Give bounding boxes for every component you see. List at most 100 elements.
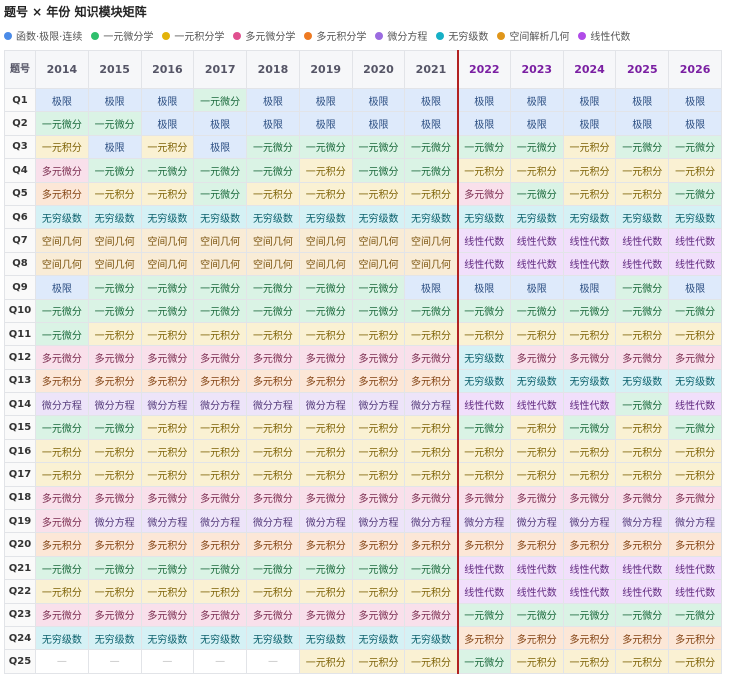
matrix-cell: 一元积分 <box>140 415 195 440</box>
matrix-cell: 微分方程 <box>87 392 142 417</box>
matrix-cell: 一元积分 <box>615 649 670 674</box>
matrix-cell: 极限 <box>404 275 459 300</box>
matrix-cell: 无穷级数 <box>509 204 564 230</box>
matrix-cell: 一元积分 <box>456 438 511 464</box>
matrix-cell: 多元积分 <box>193 368 248 394</box>
matrix-cell: 多元微分 <box>298 345 353 370</box>
matrix-cell: 一元积分 <box>298 649 353 674</box>
year-header: 2014 <box>35 50 89 89</box>
matrix-cell: 无穷级数 <box>35 625 89 651</box>
matrix-cell: 无穷级数 <box>87 204 142 230</box>
matrix-cell: 无穷级数 <box>298 625 353 651</box>
matrix-cell: 一元微分 <box>246 275 300 300</box>
matrix-cell: 一元微分 <box>298 298 353 323</box>
matrix-cell: 一元积分 <box>246 438 300 464</box>
matrix-cell: 一元积分 <box>509 438 564 464</box>
matrix-cell: 一元微分 <box>562 415 617 440</box>
matrix-cell: 一元积分 <box>87 321 142 347</box>
matrix-cell: 一元积分 <box>140 438 195 464</box>
matrix-cell: 一元积分 <box>404 438 459 464</box>
row-label: Q25 <box>4 649 36 674</box>
matrix-cell: 空间几何 <box>193 228 248 253</box>
matrix-cell: 空间几何 <box>298 251 353 277</box>
matrix-cell: 一元微分 <box>351 158 406 183</box>
matrix-cell: 一元积分 <box>404 579 459 604</box>
matrix-cell: 极限 <box>615 111 670 136</box>
matrix-cell: 多元积分 <box>87 532 142 557</box>
matrix-cell: 一元积分 <box>140 579 195 604</box>
matrix-cell: 多元微分 <box>35 345 89 370</box>
row-label: Q8 <box>4 251 36 277</box>
matrix-cell: 一元积分 <box>404 321 459 347</box>
matrix-cell: 一元微分 <box>193 555 248 581</box>
matrix-cell: 极限 <box>193 111 248 136</box>
matrix-cell: 多元微分 <box>404 345 459 370</box>
matrix-cell: 一元积分 <box>351 649 406 674</box>
legend-dot <box>162 31 171 40</box>
year-header: 2021 <box>404 50 459 89</box>
legend-dot <box>91 31 100 40</box>
table-row: Q15 一元微分 一元微分 一元积分 一元积分 一元积分 一元积分 一元积分 一元积分 一元微分一… <box>4 415 722 440</box>
matrix-cell: 一元微分 <box>351 555 406 581</box>
row-label: Q4 <box>4 158 36 183</box>
matrix-cell: 一元微分 <box>35 555 89 581</box>
row-label: Q2 <box>4 111 36 136</box>
matrix-cell: 多元微分 <box>246 345 300 370</box>
row-label: Q17 <box>4 462 36 487</box>
legend-dot <box>436 31 445 40</box>
matrix-cell: 微分方程 <box>298 509 353 534</box>
matrix-cell: 微分方程 <box>404 509 459 534</box>
matrix-cell: 多元积分 <box>298 368 353 394</box>
matrix-cell: 一元积分 <box>668 321 722 347</box>
matrix-cell: 微分方程 <box>615 509 670 534</box>
table-row: Q3 一元积分 极限 一元积分 极限 一元微分 一元微分 一元微分 一元微分 一元微分 一元微分 一元… <box>4 134 722 160</box>
matrix-cell: 一元积分 <box>615 462 670 487</box>
matrix-cell: 一元积分 <box>615 415 670 440</box>
table-row: Q2 一元微分 一元微分 极限 极限 极限 极限 极限 极限 极限 极限 极限 极限 极限 <box>4 111 722 136</box>
matrix-cell: 一元微分 <box>35 111 89 136</box>
matrix-cell: 一元积分 <box>351 438 406 464</box>
matrix-cell: 一元积分 <box>87 438 142 464</box>
year-header: 2025 <box>615 50 670 89</box>
table-row: Q6 无穷级数 无穷级数 无穷级数 无穷级数 无穷级数 无穷级数 无穷级数 无穷级数 无穷级数 无穷… <box>4 204 722 230</box>
matrix-cell: 一元微分 <box>298 134 353 160</box>
matrix-cell: 线性代数 <box>562 579 617 604</box>
matrix-cell: 极限 <box>35 275 89 300</box>
matrix-cell: 多元微分 <box>404 602 459 627</box>
table-body: Q1 极限 极限 极限 一元微分 极限 极限 极限 极限 极限 极限 极限 极限 极限 Q2 一元微分 一元微分… <box>4 87 722 674</box>
matrix-cell: 微分方程 <box>351 392 406 417</box>
matrix-cell: 空间几何 <box>140 251 195 277</box>
table-row: Q16 一元积分 一元积分 一元积分 一元积分 一元积分 一元积分 一元积分 一元积分 一元积分一… <box>4 438 722 464</box>
row-label: Q11 <box>4 321 36 347</box>
matrix-cell: 极限 <box>35 87 89 113</box>
matrix-cell: 一元微分 <box>404 134 459 160</box>
matrix-cell: 一元微分 <box>246 555 300 581</box>
matrix-cell: 无穷级数 <box>246 625 300 651</box>
matrix-cell: 一元微分 <box>87 415 142 440</box>
matrix-cell: 一元积分 <box>193 415 248 440</box>
matrix-cell: 一元积分 <box>35 134 89 160</box>
matrix-cell: 线性代数 <box>615 228 670 253</box>
matrix-cell: 微分方程 <box>404 392 459 417</box>
matrix-cell: 线性代数 <box>668 228 722 253</box>
matrix-cell: 微分方程 <box>140 392 195 417</box>
matrix-cell: 线性代数 <box>456 555 511 581</box>
matrix-cell: 极限 <box>298 111 353 136</box>
row-label: Q1 <box>4 87 36 113</box>
matrix-cell: 一元微分 <box>140 555 195 581</box>
matrix-cell: 多元微分 <box>404 485 459 511</box>
matrix-cell: 多元微分 <box>35 158 89 183</box>
matrix-cell: 多元微分 <box>35 602 89 627</box>
matrix-cell: 一元微分 <box>456 415 511 440</box>
matrix-cell: 空间几何 <box>404 251 459 277</box>
matrix-cell: 一元积分 <box>35 579 89 604</box>
matrix-cell: — <box>87 649 142 674</box>
matrix-cell: 多元微分 <box>668 485 722 511</box>
legend-label: 一元积分学 <box>174 32 225 43</box>
year-header: 2020 <box>351 50 406 89</box>
legend-dot <box>233 31 242 40</box>
row-label: Q16 <box>4 438 36 464</box>
matrix-cell: 多元积分 <box>35 368 89 394</box>
matrix-cell: 极限 <box>456 87 511 113</box>
matrix-cell: 多元微分 <box>140 485 195 511</box>
